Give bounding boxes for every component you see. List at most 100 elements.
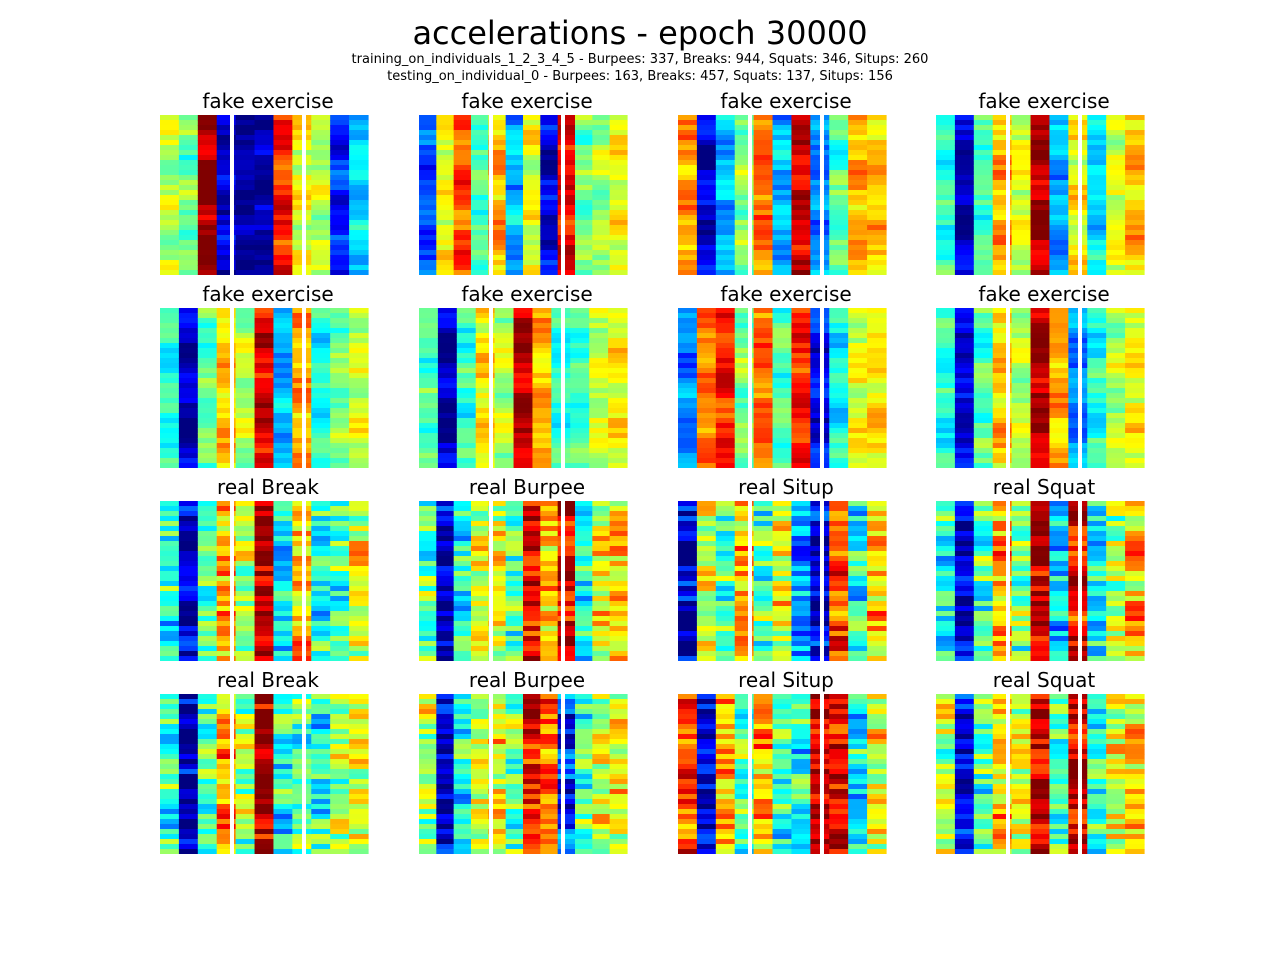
heatmap-cell (419, 220, 437, 226)
heatmap-cell (471, 784, 489, 790)
heatmap-cell (216, 784, 237, 790)
heatmap-cell (954, 616, 975, 622)
heatmap-cell (992, 403, 1013, 409)
heatmap-cell (973, 368, 994, 374)
heatmap-cell (954, 180, 975, 186)
heatmap-cell (419, 651, 437, 657)
heatmap-cell (1011, 423, 1032, 429)
heatmap-cell (1106, 255, 1126, 261)
heatmap-cell (197, 596, 218, 602)
heatmap-cell (437, 378, 458, 384)
heatmap-cell (734, 230, 755, 236)
heatmap-cell (330, 526, 350, 532)
heatmap-cell (273, 799, 293, 805)
heatmap-cell (592, 626, 611, 632)
heatmap-cell (791, 581, 811, 587)
heatmap-cell (273, 215, 293, 221)
heatmap-cell (456, 348, 477, 354)
heatmap-cell (505, 626, 524, 632)
heatmap-cell (734, 195, 755, 201)
heatmap-cell (609, 140, 628, 146)
heatmap-cell (505, 155, 524, 161)
heatmap-cell (954, 140, 975, 146)
heatmap-cell (936, 308, 956, 314)
heatmap-cell (1011, 165, 1032, 171)
heatmap-cell (494, 353, 515, 359)
heatmap-cell (453, 135, 472, 141)
heatmap-cell (540, 581, 559, 587)
heatmap-cell (1011, 185, 1032, 191)
heatmap-cell (936, 556, 956, 562)
heatmap-cell (349, 393, 369, 399)
heatmap-cell (609, 185, 628, 191)
heatmap-cell (715, 260, 736, 266)
heatmap-cell (954, 195, 975, 201)
heatmap-cell (197, 338, 218, 344)
heatmap-cell (678, 358, 698, 364)
heatmap-cell (419, 373, 439, 379)
heatmap-cell (696, 531, 717, 537)
heatmap-cell (678, 140, 698, 146)
heatmap-cell (592, 215, 611, 221)
heatmap-cell (453, 200, 472, 206)
heatmap-cell (273, 749, 293, 755)
heatmap-cell (216, 433, 237, 439)
heatmap-cell (273, 581, 293, 587)
heatmap-cell (772, 601, 793, 607)
heatmap-cell (734, 255, 755, 261)
heatmap-cell (992, 160, 1013, 166)
channel-separator (302, 501, 306, 661)
heatmap-cell (349, 729, 369, 735)
heatmap-cell (178, 646, 199, 652)
heatmap-cell (715, 160, 736, 166)
heatmap-panel: fake exercise (678, 89, 894, 275)
heatmap-cell (235, 413, 256, 419)
heatmap-cell (589, 393, 609, 399)
heatmap-cell (791, 378, 811, 384)
heatmap-cell (1049, 501, 1069, 507)
heatmap-cell (592, 220, 611, 226)
heatmap-cell (471, 709, 489, 715)
heatmap-cell (592, 140, 611, 146)
heatmap-cell (973, 270, 994, 275)
heatmap-cell (715, 398, 736, 404)
heatmap-cell (273, 373, 293, 379)
heatmap-cell (848, 413, 868, 419)
heatmap-cell (954, 636, 975, 642)
heatmap-cell (715, 225, 736, 231)
heatmap-cell (453, 704, 472, 710)
heatmap-cell (1125, 596, 1145, 602)
heatmap-cell (1011, 631, 1032, 637)
heatmap-cell (609, 646, 628, 652)
heatmap-cell (436, 829, 455, 835)
heatmap-cell (197, 784, 218, 790)
heatmap-cell (1030, 651, 1051, 657)
heatmap-cell (311, 709, 331, 715)
heatmap-cell (678, 596, 698, 602)
heatmap-cell (437, 383, 458, 389)
heatmap-cell (488, 195, 507, 201)
heatmap-cell (254, 353, 275, 359)
heatmap-cell (696, 155, 717, 161)
heatmap-cell (1106, 265, 1126, 271)
heatmap-cell (1030, 180, 1051, 186)
heatmap-cell (1030, 383, 1051, 389)
heatmap-cell (453, 646, 472, 652)
heatmap-cell (254, 378, 275, 384)
heatmap-cell (829, 170, 849, 176)
heatmap-cell (311, 448, 331, 454)
heatmap-cell (273, 225, 293, 231)
heatmap-cell (696, 611, 717, 617)
heatmap-cell (475, 398, 496, 404)
heatmap-cell (1049, 225, 1069, 231)
heatmap-cell (678, 561, 698, 567)
heatmap-cell (254, 651, 275, 657)
heatmap-cell (235, 343, 256, 349)
heatmap-cell (160, 571, 180, 577)
heatmap-cell (311, 318, 331, 324)
heatmap-column (1106, 308, 1126, 468)
heatmap-cell (330, 313, 350, 319)
heatmap-column (349, 308, 369, 468)
heatmap-cell (254, 694, 275, 700)
heatmap-cell (273, 566, 293, 572)
